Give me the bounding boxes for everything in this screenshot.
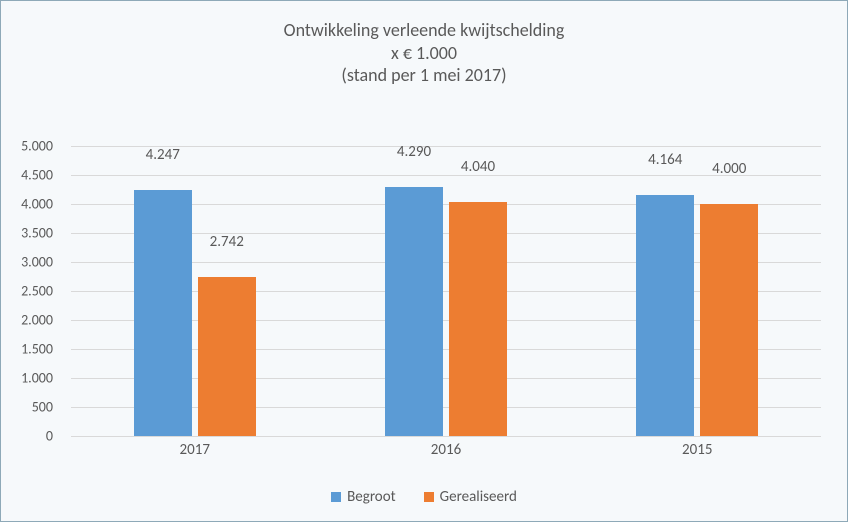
bar-gerealiseerd-2016 bbox=[449, 202, 507, 436]
bar-label: 4.040 bbox=[461, 158, 495, 180]
chart-container: Ontwikkeling verleende kwijtschelding x … bbox=[0, 0, 848, 522]
y-tick-label: 500 bbox=[32, 399, 53, 416]
gridline bbox=[71, 175, 821, 176]
bar-label: 4.000 bbox=[712, 160, 746, 182]
bar-gerealiseerd-2017 bbox=[198, 277, 256, 436]
legend-swatch bbox=[424, 492, 434, 502]
y-tick-label: 0 bbox=[46, 428, 53, 445]
bar-label: 2.742 bbox=[210, 233, 244, 255]
title-line-1: Ontwikkeling verleende kwijtschelding bbox=[1, 19, 847, 42]
title-line-3: (stand per 1 mei 2017) bbox=[1, 64, 847, 87]
y-tick-label: 5.000 bbox=[21, 138, 53, 155]
y-tick-label: 3.500 bbox=[21, 225, 53, 242]
bar-label: 4.247 bbox=[146, 146, 180, 168]
gridline bbox=[71, 146, 821, 147]
gridline bbox=[71, 436, 821, 437]
plot-area: 4.247 2.742 4.290 4.040 4.164 4.000 bbox=[71, 146, 821, 436]
y-tick-label: 3.000 bbox=[21, 254, 53, 271]
bar-label: 4.290 bbox=[397, 143, 431, 165]
y-tick-label: 2.500 bbox=[21, 283, 53, 300]
x-tick-label: 2017 bbox=[180, 441, 210, 459]
bar-begroot-2017 bbox=[134, 190, 192, 436]
legend: Begroot Gerealiseerd bbox=[1, 488, 847, 507]
x-tick-label: 2015 bbox=[682, 441, 712, 459]
bar-label: 4.164 bbox=[648, 151, 682, 173]
legend-swatch bbox=[331, 492, 341, 502]
bar-begroot-2015 bbox=[636, 195, 694, 437]
x-axis-labels: 2017 2016 2015 bbox=[71, 441, 821, 465]
bar-begroot-2016 bbox=[385, 187, 443, 436]
legend-label: Gerealiseerd bbox=[440, 488, 517, 506]
y-tick-label: 2.000 bbox=[21, 312, 53, 329]
y-tick-label: 4.000 bbox=[21, 196, 53, 213]
y-tick-label: 1.500 bbox=[21, 341, 53, 358]
title-line-2: x € 1.000 bbox=[1, 42, 847, 65]
legend-item-gerealiseerd: Gerealiseerd bbox=[424, 488, 517, 506]
bar-gerealiseerd-2015 bbox=[700, 204, 758, 436]
x-tick-label: 2016 bbox=[431, 441, 461, 459]
chart-title: Ontwikkeling verleende kwijtschelding x … bbox=[1, 1, 847, 87]
y-tick-label: 1.000 bbox=[21, 370, 53, 387]
y-tick-label: 4.500 bbox=[21, 167, 53, 184]
legend-label: Begroot bbox=[347, 488, 396, 506]
legend-item-begroot: Begroot bbox=[331, 488, 396, 506]
y-axis-labels: 05001.0001.5002.0002.5003.0003.5004.0004… bbox=[1, 146, 61, 436]
